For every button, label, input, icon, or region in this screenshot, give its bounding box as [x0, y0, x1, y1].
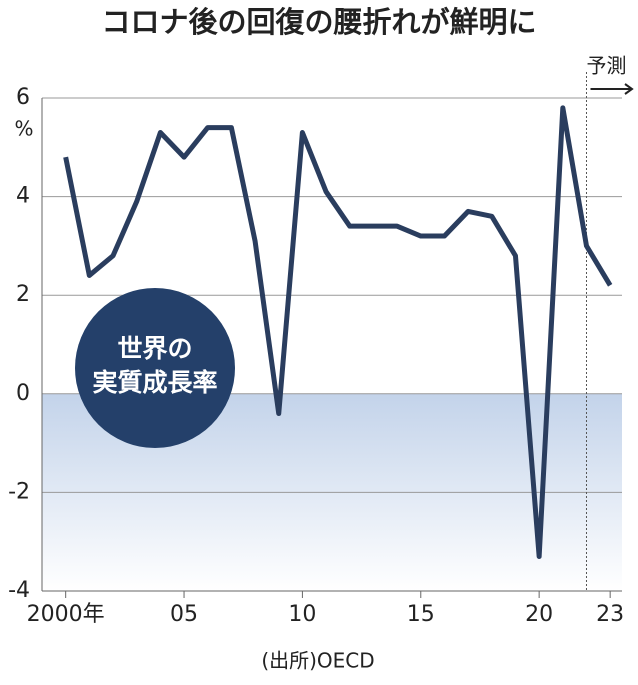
- y-tick-label: 0: [16, 381, 30, 406]
- y-tick-label: -4: [8, 578, 30, 603]
- x-tick-label: 23: [596, 602, 624, 627]
- forecast-arrow: [590, 83, 634, 95]
- source: (出所)OECD: [261, 649, 374, 673]
- y-tick-label: 6: [16, 85, 30, 110]
- y-unit: %: [14, 117, 33, 141]
- forecast-label: 予測: [586, 54, 626, 78]
- badge-text: 実質成長率: [92, 368, 217, 397]
- y-tick-label: 2: [16, 282, 30, 307]
- x-tick-label: 20: [525, 602, 553, 627]
- data-line: [63, 105, 613, 559]
- x-tick-label: 15: [407, 602, 435, 627]
- y-tick-label: 4: [16, 184, 30, 209]
- badge-text: 世界の: [117, 334, 192, 363]
- x-tick-label: 10: [288, 602, 316, 627]
- x-tick-label: 2000年: [27, 602, 105, 627]
- badge: [75, 288, 235, 448]
- y-tick-label: -2: [8, 479, 30, 504]
- chart-title: コロナ後の回復の腰折れが鮮明に: [101, 5, 536, 39]
- x-tick-label: 05: [170, 602, 198, 627]
